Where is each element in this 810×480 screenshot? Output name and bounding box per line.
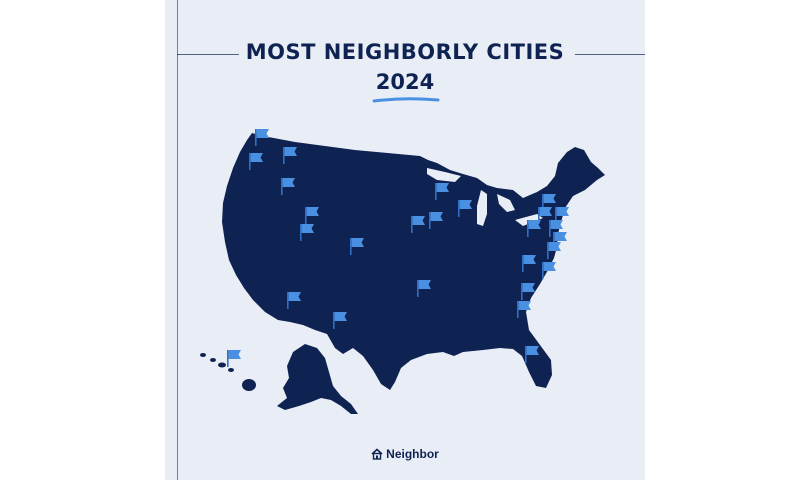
page-title: MOST NEIGHBORLY CITIES <box>245 40 565 64</box>
infographic-card: MOST NEIGHBORLY CITIES 2024 <box>165 0 645 480</box>
year-underline <box>372 97 440 103</box>
contiguous-us-shape <box>222 133 605 390</box>
title-rule-right <box>575 54 645 55</box>
left-rule <box>177 0 178 480</box>
alaska-shape <box>277 344 358 414</box>
brand-logo: Neighbor <box>165 447 645 461</box>
house-icon <box>371 448 383 460</box>
title-rule-left <box>177 54 239 55</box>
hawaii-shape <box>200 353 256 391</box>
title-year: 2024 <box>375 70 435 94</box>
us-map <box>200 129 605 414</box>
flag-icon <box>227 350 241 367</box>
brand-name: Neighbor <box>386 447 439 461</box>
